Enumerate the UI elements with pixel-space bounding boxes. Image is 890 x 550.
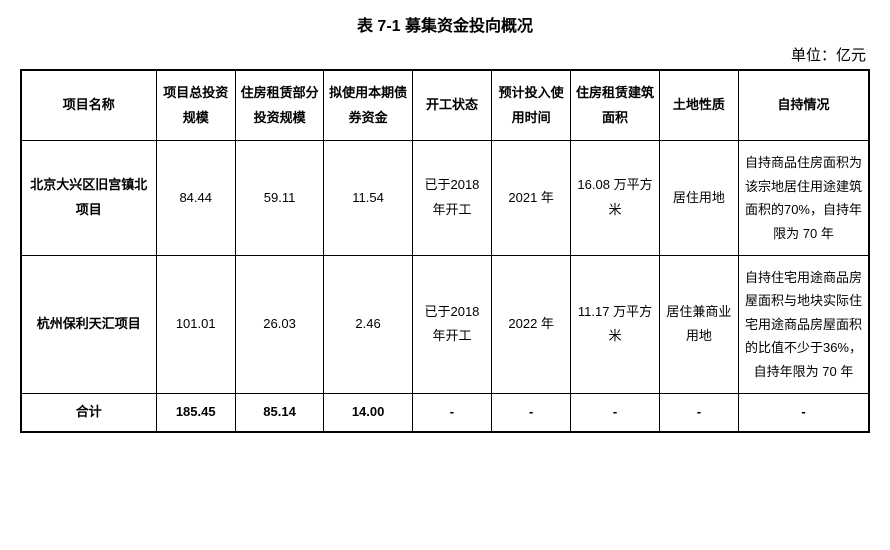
- col-land-type: 土地性质: [659, 70, 738, 141]
- col-rental-investment: 住房租赁部分投资规模: [235, 70, 324, 141]
- cell-use-time: 2022 年: [492, 255, 571, 393]
- cell-rent-inv: 59.11: [235, 141, 324, 256]
- cell-total-inv: 84.44: [156, 141, 235, 256]
- cell-area: 11.17 万平方米: [571, 255, 660, 393]
- col-total-investment: 项目总投资规模: [156, 70, 235, 141]
- total-holding: -: [738, 393, 869, 431]
- cell-bond-fund: 2.46: [324, 255, 413, 393]
- total-inv: 185.45: [156, 393, 235, 431]
- col-building-area: 住房租赁建筑面积: [571, 70, 660, 141]
- total-start: -: [412, 393, 491, 431]
- table-row: 北京大兴区旧宫镇北项目 84.44 59.11 11.54 已于2018 年开工…: [21, 141, 869, 256]
- cell-total-inv: 101.01: [156, 255, 235, 393]
- cell-land: 居住用地: [659, 141, 738, 256]
- total-area: -: [571, 393, 660, 431]
- cell-land: 居住兼商业用地: [659, 255, 738, 393]
- funds-allocation-table: 项目名称 项目总投资规模 住房租赁部分投资规模 拟使用本期债券资金 开工状态 预…: [20, 69, 870, 433]
- cell-project-name: 北京大兴区旧宫镇北项目: [21, 141, 156, 256]
- total-rent-inv: 85.14: [235, 393, 324, 431]
- table-row: 杭州保利天汇项目 101.01 26.03 2.46 已于2018 年开工 20…: [21, 255, 869, 393]
- cell-rent-inv: 26.03: [235, 255, 324, 393]
- cell-area: 16.08 万平方米: [571, 141, 660, 256]
- cell-holding: 自持住宅用途商品房屋面积与地块实际住宅用途商品房屋面积的比值不少于36%，自持年…: [738, 255, 869, 393]
- col-project-name: 项目名称: [21, 70, 156, 141]
- table-total-row: 合计 185.45 85.14 14.00 - - - - -: [21, 393, 869, 431]
- col-start-status: 开工状态: [412, 70, 491, 141]
- total-label: 合计: [21, 393, 156, 431]
- col-holding: 自持情况: [738, 70, 869, 141]
- table-title: 表 7-1 募集资金投向概况: [20, 12, 870, 36]
- col-bond-fund: 拟使用本期债券资金: [324, 70, 413, 141]
- table-header-row: 项目名称 项目总投资规模 住房租赁部分投资规模 拟使用本期债券资金 开工状态 预…: [21, 70, 869, 141]
- total-bond-fund: 14.00: [324, 393, 413, 431]
- cell-bond-fund: 11.54: [324, 141, 413, 256]
- cell-project-name: 杭州保利天汇项目: [21, 255, 156, 393]
- total-use-time: -: [492, 393, 571, 431]
- cell-start: 已于2018 年开工: [412, 141, 491, 256]
- cell-use-time: 2021 年: [492, 141, 571, 256]
- cell-holding: 自持商品住房面积为该宗地居住用途建筑面积的70%，自持年限为 70 年: [738, 141, 869, 256]
- col-use-time: 预计投入使用时间: [492, 70, 571, 141]
- unit-label: 单位：亿元: [20, 44, 870, 65]
- cell-start: 已于2018 年开工: [412, 255, 491, 393]
- total-land: -: [659, 393, 738, 431]
